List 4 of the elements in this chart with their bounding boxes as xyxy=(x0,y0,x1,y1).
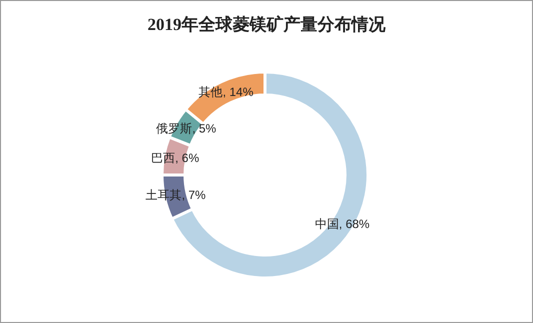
slice-label: 中国, 68% xyxy=(314,217,370,232)
slice-label: 俄罗斯, 5% xyxy=(156,121,217,136)
slice-label: 巴西, 6% xyxy=(151,150,200,165)
chart-title: 2019年全球菱镁矿产量分布情况 xyxy=(148,15,386,34)
